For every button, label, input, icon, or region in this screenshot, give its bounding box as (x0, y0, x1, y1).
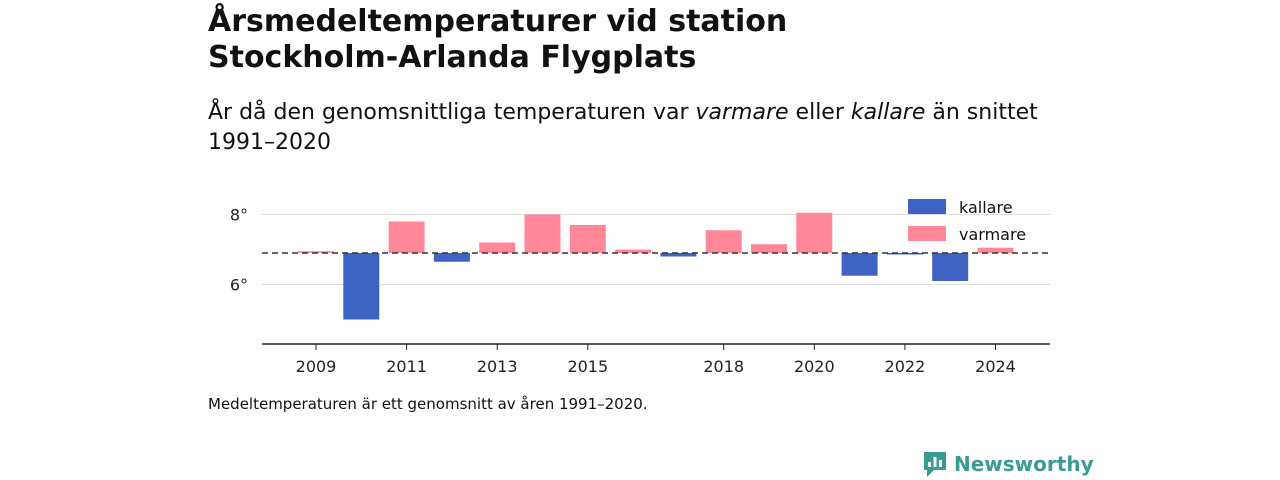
subtitle-part-1: År då den genomsnittliga temperaturen va… (208, 100, 696, 125)
bar-2013 (479, 242, 516, 253)
x-tick-label: 2015 (567, 357, 608, 376)
brand-name: Newsworthy (954, 452, 1094, 476)
legend-swatch-warmer (908, 226, 946, 241)
x-tick-label: 2020 (794, 357, 835, 376)
chart-subtitle: År då den genomsnittliga temperaturen va… (208, 98, 1038, 158)
bar-2023 (932, 253, 969, 281)
subtitle-cold-word: kallare (850, 100, 926, 125)
y-tick-label: 6° (230, 276, 248, 295)
newsworthy-logo-icon (924, 452, 946, 477)
bar-2009 (298, 251, 334, 253)
bar-2020 (796, 212, 833, 253)
legend-label-warmer: varmare (959, 225, 1026, 244)
x-tick-label: 2022 (885, 357, 926, 376)
bar-2024 (977, 247, 1014, 253)
chart-title-line-2: Stockholm-Arlanda Flygplats (208, 40, 697, 75)
subtitle-part-2: eller (788, 100, 851, 125)
bar-2011 (388, 221, 425, 253)
brand-logo: Newsworthy (922, 450, 1094, 478)
chart-title-line-1: Årsmedeltemperaturer vid station (208, 4, 788, 39)
x-tick-label: 2013 (477, 357, 518, 376)
bar-2016 (615, 249, 652, 253)
x-tick-label: 2024 (975, 357, 1016, 376)
bar-2019 (751, 244, 787, 253)
bar-2014 (524, 214, 561, 253)
x-tick-label: 2011 (386, 357, 427, 376)
bar-2010 (343, 253, 380, 320)
subtitle-part-3: än snittet 1991–2020 (208, 100, 1038, 155)
subtitle-warm-word: varmare (695, 100, 789, 125)
legend-swatch-colder (908, 199, 946, 214)
chart-title: Årsmedeltemperaturer vid station Stockho… (208, 4, 908, 76)
x-tick-label: 2009 (296, 357, 337, 376)
x-tick-label: 2018 (703, 357, 744, 376)
bar-2018 (705, 230, 742, 253)
y-tick-label: 8° (230, 206, 248, 225)
chart-footnote: Medeltemperaturen är ett genomsnitt av å… (208, 395, 648, 413)
bar-2017 (660, 253, 697, 257)
legend-label-colder: kallare (959, 198, 1013, 217)
bar-2021 (841, 253, 878, 276)
bar-2015 (569, 225, 606, 253)
bar-2012 (433, 253, 470, 262)
